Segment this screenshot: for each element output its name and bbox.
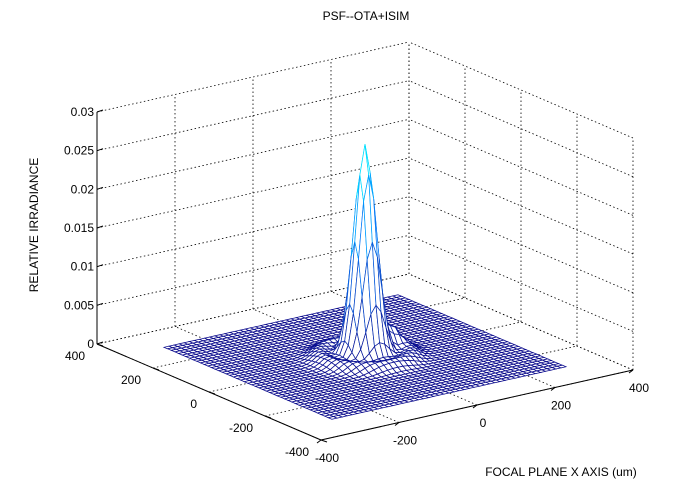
x-tick-label: 200 xyxy=(551,399,571,413)
z-tick-label: 0.03 xyxy=(71,105,95,119)
side-wall-grid-line xyxy=(408,41,634,139)
z-tick-mark xyxy=(96,186,104,190)
tick-labels: -400-2000200400-400-200020040000.0050.01… xyxy=(64,105,649,465)
z-tick-label: 0.025 xyxy=(64,144,94,158)
x-tick-mark xyxy=(628,369,634,374)
z-tick-mark xyxy=(96,264,104,268)
side-wall-grid-line xyxy=(408,118,634,216)
back-wall-grid-line xyxy=(96,196,410,268)
z-tick-label: 0.01 xyxy=(71,260,95,274)
z-tick-mark xyxy=(96,302,104,306)
y-tick-label: 200 xyxy=(121,373,141,387)
surface-cell xyxy=(556,364,568,369)
surface-mesh xyxy=(162,144,568,420)
chart-title: PSF--OTA+ISIM xyxy=(323,9,410,23)
y-tick-label: -400 xyxy=(285,445,309,459)
z-tick-mark xyxy=(96,109,104,113)
side-wall-grid-line xyxy=(408,234,634,332)
z-tick-mark xyxy=(96,225,104,229)
y-tick-mark xyxy=(152,367,160,371)
z-tick-mark xyxy=(96,148,104,152)
back-wall-grid-line xyxy=(96,234,410,306)
y-tick-label: 0 xyxy=(190,397,197,411)
side-wall-grid-line xyxy=(408,196,634,294)
side-wall-grid-line xyxy=(408,80,634,178)
y-tick-mark xyxy=(264,415,272,419)
x-tick-mark xyxy=(394,422,400,426)
side-wall-grid-line xyxy=(408,157,634,255)
x-tick-mark xyxy=(550,387,556,391)
x-tick-label: 400 xyxy=(629,381,649,395)
back-wall-grid-line xyxy=(96,273,410,345)
back-wall-grid-line xyxy=(96,41,410,113)
z-tick-label: 0.015 xyxy=(64,221,94,235)
x-axis-label: FOCAL PLANE X AXIS (um) xyxy=(485,465,637,479)
z-tick-label: 0.02 xyxy=(71,182,95,196)
y-tick-label: 400 xyxy=(65,349,85,363)
y-tick-label: -200 xyxy=(229,421,253,435)
y-tick-mark xyxy=(208,391,216,395)
back-wall-grid-line xyxy=(96,118,410,190)
z-tick-label: 0 xyxy=(87,337,94,351)
z-tick-mark xyxy=(96,341,104,345)
x-tick-label: 0 xyxy=(480,416,487,430)
back-wall-grid-line xyxy=(96,157,410,229)
back-wall-grid-line xyxy=(96,80,410,152)
z-axis-label: RELATIVE IRRADIANCE xyxy=(27,158,41,292)
x-tick-mark xyxy=(472,404,478,409)
x-tick-label: -400 xyxy=(315,451,339,465)
x-tick-label: -200 xyxy=(393,434,417,448)
y-tick-mark xyxy=(96,343,104,347)
axes-grid xyxy=(96,41,634,444)
y-tick-mark xyxy=(320,439,328,443)
z-tick-label: 0.005 xyxy=(64,298,94,312)
x-tick-mark xyxy=(316,439,322,444)
side-wall-grid-line xyxy=(408,273,634,371)
